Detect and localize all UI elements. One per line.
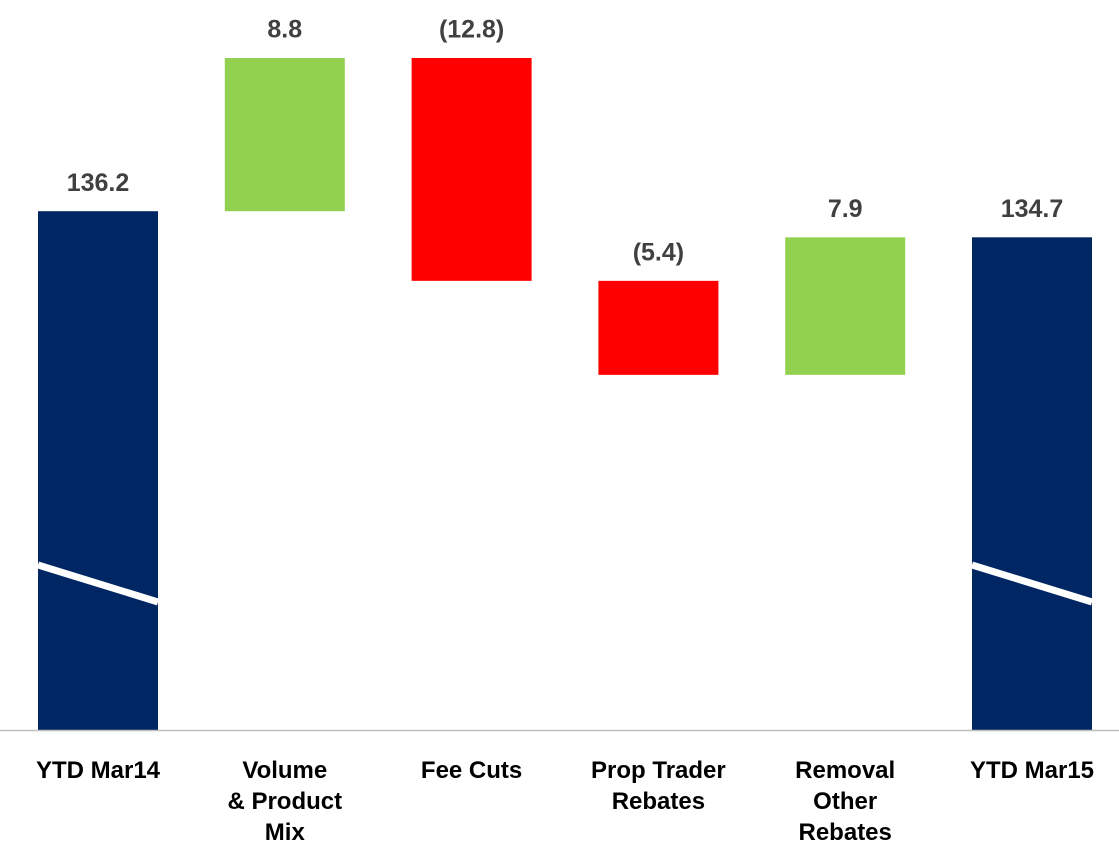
bar xyxy=(598,280,719,375)
data-label: 7.9 xyxy=(828,195,863,223)
axis-break xyxy=(970,561,1094,606)
x-tick-label: Volume & Product Mix xyxy=(227,757,343,846)
x-tick-label: Prop Trader Rebates xyxy=(591,757,726,815)
data-label: 136.2 xyxy=(67,169,130,197)
x-tick-label: YTD Mar14 xyxy=(35,757,161,784)
axis-break xyxy=(36,561,160,606)
x-tick-label: YTD Mar15 xyxy=(969,757,1095,784)
data-label: (12.8) xyxy=(439,16,504,44)
bar xyxy=(38,211,158,730)
data-label: (5.4) xyxy=(633,238,684,266)
bar xyxy=(411,58,532,281)
bar xyxy=(224,58,345,212)
data-label: 8.8 xyxy=(267,16,302,44)
x-tick-label: Fee Cuts xyxy=(420,757,523,784)
bar xyxy=(972,237,1092,731)
x-tick-label: Removal Other Rebates xyxy=(795,757,896,846)
bar xyxy=(785,237,906,375)
data-label: 134.7 xyxy=(1001,195,1064,223)
